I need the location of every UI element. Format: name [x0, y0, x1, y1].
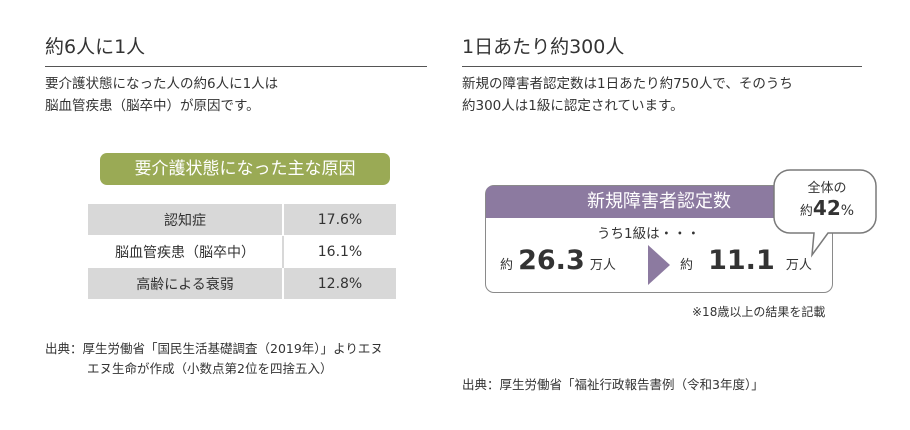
total-value: 26.3 [518, 245, 585, 276]
cause-label: 高齢による衰弱 [88, 267, 284, 300]
table-row: 高齢による衰弱 12.8% [88, 267, 396, 300]
bubble-unit: % [840, 203, 855, 219]
cause-value: 12.8% [283, 267, 396, 300]
arrow-right-icon [648, 245, 670, 285]
cause-label: 脳血管疾患（脳卒中） [88, 235, 284, 268]
total-unit: 万人 [589, 258, 616, 273]
grade1-value: 11.1 [708, 245, 775, 276]
table-row: 認知症 17.6% [88, 204, 396, 236]
bubble-percentage: 約42% [774, 196, 880, 220]
left-heading-rule [45, 66, 427, 67]
total-prefix: 約 [500, 258, 514, 273]
right-description: 新規の障害者認定数は1日あたり約750人で、そのうち 約300人は1級に認定され… [462, 73, 793, 117]
left-description-line: 脳血管疾患（脳卒中）が原因です。 [45, 98, 260, 114]
grade1-prefix: 約 [680, 258, 694, 273]
bubble-prefix: 約 [799, 204, 813, 219]
left-source: 出典：厚生労働省「国民生活基礎調査（2019年）」よりエヌ エヌ生命が作成（小数… [45, 339, 383, 379]
grade1-sublabel: うち1級は・・・ [597, 226, 701, 242]
right-heading: 1日あたり約300人 [462, 36, 625, 58]
cause-value: 16.1% [283, 235, 396, 268]
right-heading-rule [462, 66, 862, 67]
cause-value: 17.6% [283, 204, 396, 236]
right-source: 出典：厚生労働省「福祉行政報告書例（令和3年度）」 [462, 377, 764, 392]
grade1-unit: 万人 [785, 258, 812, 273]
left-description: 要介護状態になった人の約6人に1人は 脳血管疾患（脳卒中）が原因です。 [45, 73, 278, 117]
left-heading: 約6人に1人 [45, 36, 146, 58]
bubble-line1: 全体の [807, 181, 847, 196]
right-description-line: 新規の障害者認定数は1日あたり約750人で、そのうち [462, 76, 793, 92]
causes-pill-title: 要介護状態になった主な原因 [100, 153, 390, 185]
left-source-line: 出典：厚生労働省「国民生活基礎調査（2019年）」よりエヌ [45, 341, 383, 356]
left-source-line: エヌ生命が作成（小数点第2位を四捨五入） [87, 361, 333, 376]
cause-label: 認知症 [88, 204, 284, 236]
left-description-line: 要介護状態になった人の約6人に1人は [45, 76, 279, 92]
age-note: ※18歳以上の結果を記載 [692, 305, 826, 319]
total-count: 約 26.3 万人 [500, 245, 616, 276]
right-description-line: 約300人は1級に認定されています。 [462, 98, 684, 114]
speech-bubble-icon [773, 169, 877, 258]
table-row: 脳血管疾患（脳卒中） 16.1% [88, 235, 396, 268]
causes-table: 認知症 17.6% 脳血管疾患（脳卒中） 16.1% 高齢による衰弱 12.8% [88, 204, 396, 300]
grade1-count: 約 11.1 万人 [680, 245, 812, 276]
bubble-value: 42 [812, 196, 841, 220]
